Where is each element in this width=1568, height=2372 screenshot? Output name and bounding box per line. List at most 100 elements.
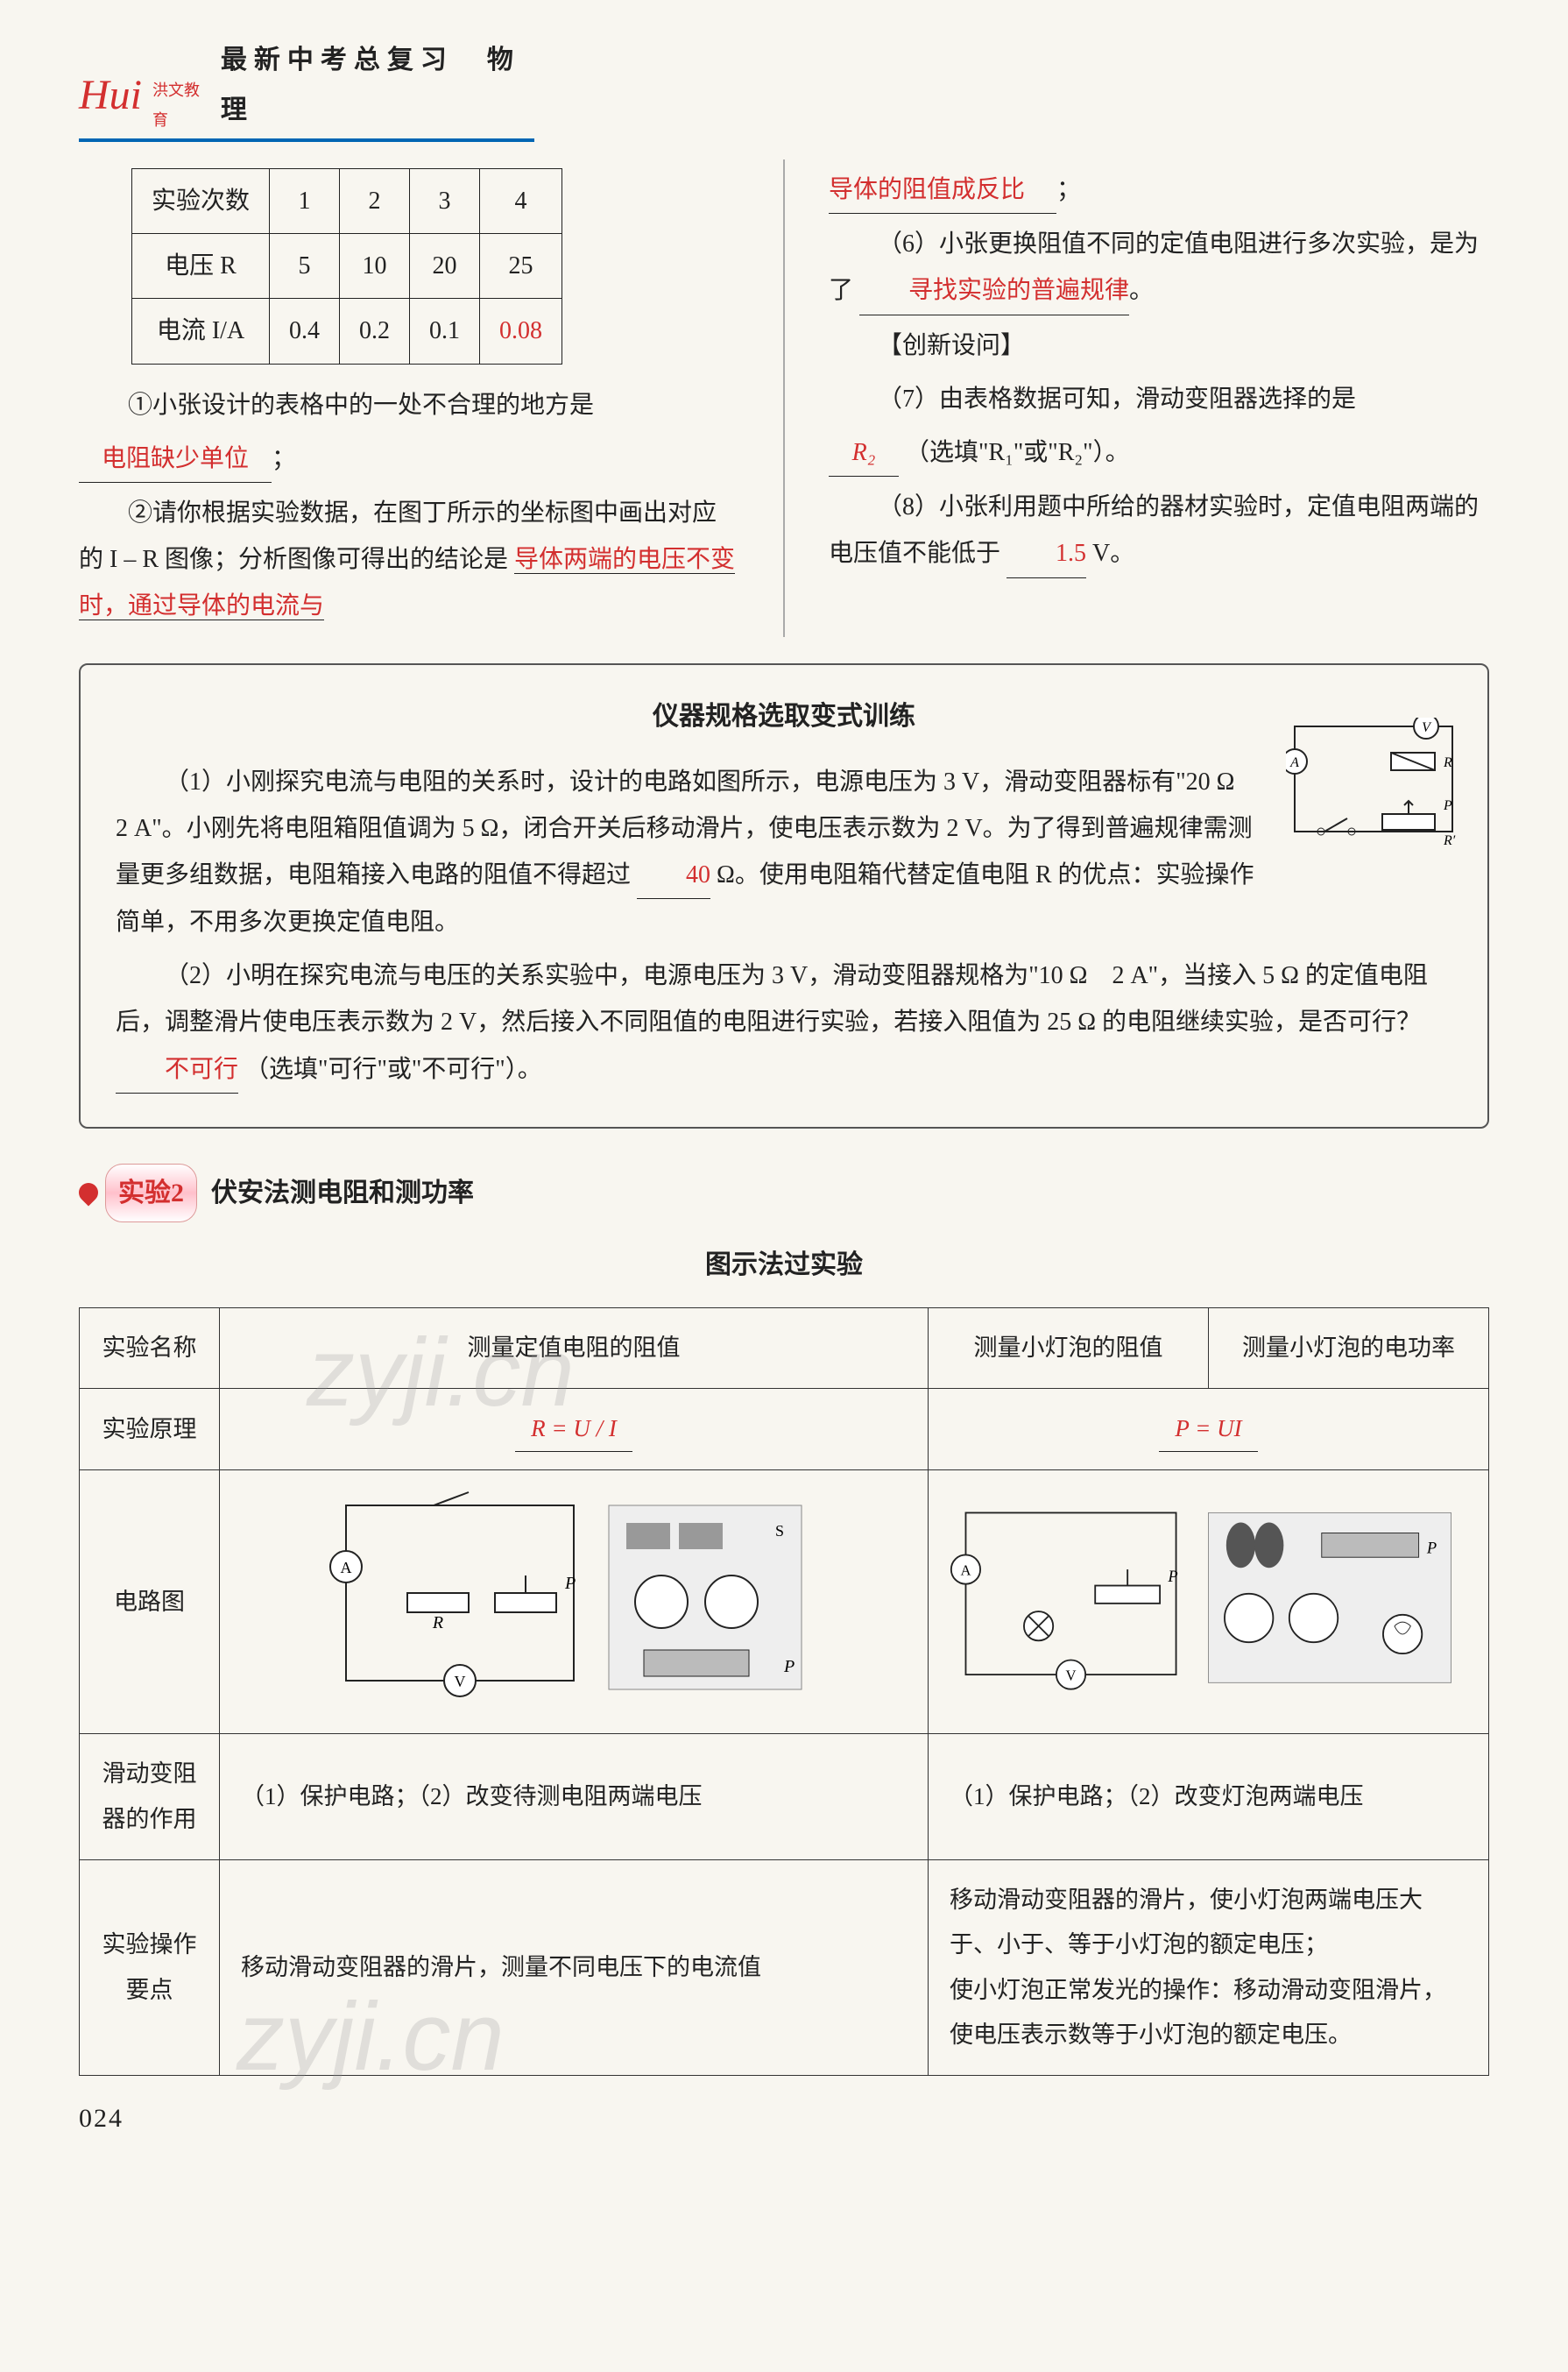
cell: 测量小灯泡的阻值 [929, 1307, 1209, 1388]
cell: （1）保护电路；（2）改变灯泡两端电压 [929, 1734, 1489, 1860]
logo: Hui [79, 55, 142, 135]
circuit-cell-2: A P V [929, 1470, 1489, 1734]
svg-text:P: P [783, 1657, 795, 1676]
cell-answer: 0.08 [480, 299, 562, 364]
q7-text: （7）由表格数据可知，滑动变阻器选择的是 [878, 386, 1356, 413]
continuation-line: 导体的阻值成反比； [829, 166, 1489, 214]
svg-text:P: P [564, 1574, 576, 1593]
practice-title: 仪器规格选取变式训练 [116, 691, 1452, 741]
svg-text:V: V [455, 1673, 466, 1690]
q8-post: V。 [1092, 540, 1134, 567]
question-1: ①小张设计的表格中的一处不合理的地方是 [79, 382, 739, 428]
q7-answer-line: R₂ （选填"R₁"或"R₂"）。 [829, 429, 1489, 477]
q7-answer: R₂ [829, 429, 899, 477]
q1-answer: 电阻缺少单位 [79, 435, 272, 483]
logo-subtitle: 洪文教育 [152, 75, 212, 135]
innov-title: 【创新设问】 [878, 332, 1025, 359]
svg-text:P: P [1167, 1568, 1177, 1585]
q1-answer-line: 电阻缺少单位； [79, 435, 739, 483]
experiment-table-wrapper: zyji.cn 实验名称 测量定值电阻的阻值 测量小灯泡的阻值 测量小灯泡的电功… [79, 1307, 1489, 2076]
svg-text:V: V [1066, 1667, 1077, 1684]
practice-box: 仪器规格选取变式训练 V A R P R′ （1）小刚探究电流与电阻的关系时，设… [79, 663, 1489, 1129]
table-row: 实验名称 测量定值电阻的阻值 测量小灯泡的阻值 测量小灯泡的电功率 [80, 1307, 1489, 1388]
cell: 5 [270, 234, 340, 299]
cell: 4 [480, 169, 562, 234]
question-6: （6）小张更换阻值不同的定值电阻进行多次实验，是为了 寻找实验的普遍规律。 [829, 221, 1489, 315]
formula-p: P = UI [1159, 1406, 1257, 1452]
cell: 0.1 [410, 299, 480, 364]
table-row: 滑动变阻器的作用 （1）保护电路；（2）改变待测电阻两端电压 （1）保护电路；（… [80, 1734, 1489, 1860]
svg-text:S: S [451, 1488, 460, 1491]
cell: 25 [480, 234, 562, 299]
svg-text:A: A [960, 1562, 971, 1579]
table-row: 电流 I/A 0.4 0.2 0.1 0.08 [132, 299, 562, 364]
cell: 20 [410, 234, 480, 299]
cell: 0.2 [340, 299, 410, 364]
header-title: 最新中考总复习 物理 [221, 35, 534, 135]
svg-text:P: P [1426, 1540, 1437, 1557]
question-8: （8）小张利用题中所给的器材实验时，定值电阻两端的电压值不能低于 1.5 V。 [829, 484, 1489, 577]
row-label: 实验原理 [80, 1389, 220, 1470]
resistor-label: R [1443, 755, 1452, 770]
cell: 0.4 [270, 299, 340, 364]
cell: 电流 I/A [132, 299, 270, 364]
table-row: 实验操作要点 移动滑动变阻器的滑片，测量不同电压下的电流值 移动滑动变阻器的滑片… [80, 1860, 1489, 2076]
circuit-cell-1: A R P V S [220, 1470, 929, 1734]
question-2: ②请你根据实验数据，在图丁所示的坐标图中画出对应的 I – R 图像；分析图像可… [79, 490, 739, 630]
cell: 10 [340, 234, 410, 299]
svg-text:S: S [775, 1522, 784, 1540]
p2-text-b: （选填"可行"或"不可行"）。 [244, 1056, 542, 1083]
right-column: 导体的阻值成反比； （6）小张更换阻值不同的定值电阻进行多次实验，是为了 寻找实… [829, 159, 1489, 637]
page-number: 024 [79, 2093, 1489, 2143]
cell: （1）保护电路；（2）改变待测电阻两端电压 [220, 1734, 929, 1860]
circuit-diagram-2: A P V [950, 1488, 1467, 1716]
circuit-diagram-1: A R P V S [241, 1488, 907, 1716]
circuit-diagram: V A R P R′ [1286, 718, 1461, 875]
q8-text: （8）小张利用题中所给的器材实验时，定值电阻两端的电压值不能低于 [829, 493, 1479, 567]
q1-post: ； [272, 445, 296, 472]
left-column: 实验次数 1 2 3 4 电压 R 5 10 20 25 电流 I/A 0.4 … [79, 159, 739, 637]
table-row: 实验次数 1 2 3 4 [132, 169, 562, 234]
p1-answer: 40 [637, 852, 710, 899]
column-divider [783, 159, 785, 637]
q6-answer: 寻找实验的普遍规律 [859, 267, 1129, 315]
svg-text:R: R [432, 1613, 443, 1632]
cell: 移动滑动变阻器的滑片，使小灯泡两端电压大于、小于、等于小灯泡的额定电压； 使小灯… [929, 1860, 1489, 2076]
cell: 实验次数 [132, 169, 270, 234]
cell: 1 [270, 169, 340, 234]
svg-text:A: A [341, 1559, 352, 1576]
experiment-data-table: 实验次数 1 2 3 4 电压 R 5 10 20 25 电流 I/A 0.4 … [131, 168, 562, 365]
cell: 3 [410, 169, 480, 234]
formula-r: R = U / I [515, 1406, 632, 1452]
rheostat-label: R′ [1443, 833, 1456, 848]
page-header: Hui 洪文教育 最新中考总复习 物理 [79, 35, 534, 142]
q1-text: ①小张设计的表格中的一处不合理的地方是 [128, 392, 594, 419]
cell: 移动滑动变阻器的滑片，测量不同电压下的电流值 [220, 1860, 929, 2076]
table-row: 实验原理 R = U / I P = UI [80, 1389, 1489, 1470]
row-label: 滑动变阻器的作用 [80, 1734, 220, 1860]
cell: R = U / I [220, 1389, 929, 1470]
question-7: （7）由表格数据可知，滑动变阻器选择的是 [829, 376, 1489, 422]
cell: 测量定值电阻的阻值 [220, 1307, 929, 1388]
experiment2-header: 实验2 伏安法测电阻和测功率 [79, 1164, 1489, 1222]
two-column-section: 实验次数 1 2 3 4 电压 R 5 10 20 25 电流 I/A 0.4 … [79, 159, 1489, 637]
p2-text-a: （2）小明在探究电流与电压的关系实验中，电源电压为 3 V，滑动变阻器规格为"1… [116, 962, 1428, 1036]
teardrop-icon [74, 1179, 102, 1207]
cell: P = UI [929, 1389, 1489, 1470]
cell: 测量小灯泡的电功率 [1209, 1307, 1489, 1388]
cont-answer: 导体的阻值成反比 [829, 166, 1056, 214]
innovation-title: 【创新设问】 [829, 322, 1489, 369]
cont-post: ； [1056, 176, 1081, 203]
table-row: 电压 R 5 10 20 25 [132, 234, 562, 299]
table-row: 电路图 A R P V [80, 1470, 1489, 1734]
practice-p1: （1）小刚探究电流与电阻的关系时，设计的电路如图所示，电源电压为 3 V，滑动变… [116, 759, 1452, 946]
row-label: 实验操作要点 [80, 1860, 220, 2076]
row-label: 电路图 [80, 1470, 220, 1734]
row-label: 实验名称 [80, 1307, 220, 1388]
experiment-table: 实验名称 测量定值电阻的阻值 测量小灯泡的阻值 测量小灯泡的电功率 实验原理 R… [79, 1307, 1489, 2076]
experiment2-badge: 实验2 [105, 1164, 197, 1222]
slider-p-label: P [1443, 798, 1452, 813]
q6-post: 。 [1129, 277, 1154, 304]
ammeter-label: A [1289, 755, 1299, 770]
cell: 电压 R [132, 234, 270, 299]
